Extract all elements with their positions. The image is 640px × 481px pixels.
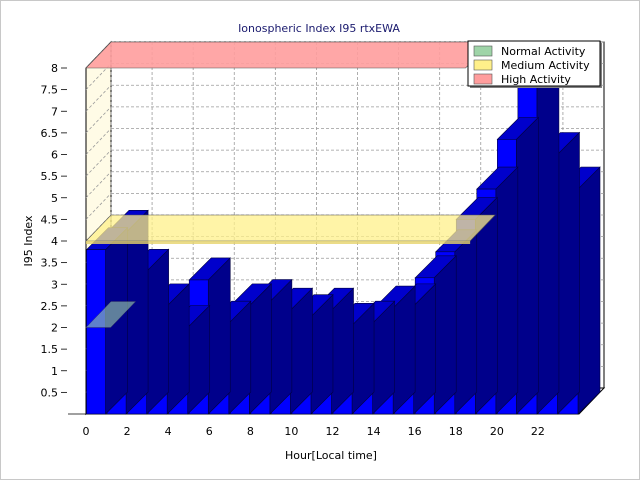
bar-side <box>146 248 169 415</box>
grid-line-side <box>85 193 112 220</box>
legend-entry: Medium Activity <box>501 59 590 72</box>
y-tick-label: 3 <box>51 278 58 291</box>
bar-side <box>536 58 560 415</box>
x-tick-label: 2 <box>124 425 131 438</box>
grid-line-side <box>85 149 112 177</box>
y-tick-label: 1 <box>51 365 58 378</box>
y-tick-label: 4.5 <box>41 213 59 226</box>
y-axis-label: I95 Index <box>22 215 35 267</box>
legend-entry: Normal Activity <box>501 45 586 58</box>
grid-line-side <box>85 106 112 134</box>
y-tick-label: 2 <box>51 322 58 335</box>
x-tick-label: 20 <box>490 425 504 438</box>
medium-activity-band-edge <box>86 241 471 244</box>
chart-title: Ionospheric Index I95 rtxEWA <box>238 22 400 35</box>
x-axis-label: Hour[Local time] <box>285 449 377 462</box>
bar-side <box>249 283 272 415</box>
bar-side <box>166 283 190 415</box>
high-activity-band <box>85 41 492 69</box>
x-tick-label: 8 <box>247 425 254 438</box>
x-tick-label: 14 <box>367 425 381 438</box>
y-tick-label: 4 <box>51 235 58 248</box>
bar-side <box>516 116 539 415</box>
grid-line-side <box>85 84 112 112</box>
bar-side <box>392 285 416 415</box>
x-axis-ticks: 0 2 4 6 8 10 12 14 16 18 20 22 <box>68 413 545 438</box>
legend-swatch <box>473 73 493 85</box>
y-tick-label: 8 <box>51 62 58 75</box>
activity-band-overlays <box>85 214 496 328</box>
bar-side <box>269 278 293 415</box>
grid-line-side <box>85 128 112 155</box>
x-tick-label: 6 <box>206 425 213 438</box>
y-axis-ticks: 0.5 1 1.5 2 2.5 3 3.5 4 4.5 5 5.5 6 6.5 7 7.5 8 <box>41 62 67 399</box>
bar-side <box>207 257 231 415</box>
normal-activity-band <box>85 301 137 328</box>
y-tick-label: 6 <box>51 149 58 162</box>
bar-side <box>577 166 601 415</box>
bar-side <box>557 131 580 415</box>
y-tick-label: 7 <box>51 105 58 118</box>
legend-swatch <box>473 59 493 71</box>
y-tick-label: 5 <box>51 192 58 205</box>
bar-front <box>86 249 106 415</box>
x-tick-label: 12 <box>326 425 340 438</box>
bar-side <box>413 283 436 415</box>
bar-series <box>85 58 601 415</box>
bar-side <box>433 255 457 415</box>
y-tick-label: 1.5 <box>41 343 59 356</box>
medium-activity-band <box>85 214 496 242</box>
grid-line-side <box>85 171 112 199</box>
y-tick-label: 7.5 <box>41 84 59 97</box>
x-tick-label: 22 <box>531 425 545 438</box>
x-tick-label: 16 <box>408 425 422 438</box>
activity-bands <box>85 41 492 69</box>
legend-swatch <box>473 45 493 57</box>
y-tick-label: 2.5 <box>41 300 59 313</box>
bar-side <box>495 166 519 415</box>
x-tick-label: 4 <box>165 425 172 438</box>
y-tick-label: 0.5 <box>41 386 59 399</box>
legend-entry: High Activity <box>501 73 571 86</box>
x-tick-label: 0 <box>83 425 90 438</box>
y-tick-label: 3.5 <box>41 257 59 270</box>
x-tick-label: 10 <box>284 425 298 438</box>
y-tick-label: 6.5 <box>41 127 59 140</box>
bar-side <box>454 229 478 415</box>
x-tick-label: 18 <box>449 425 463 438</box>
y-tick-label: 5.5 <box>41 170 59 183</box>
